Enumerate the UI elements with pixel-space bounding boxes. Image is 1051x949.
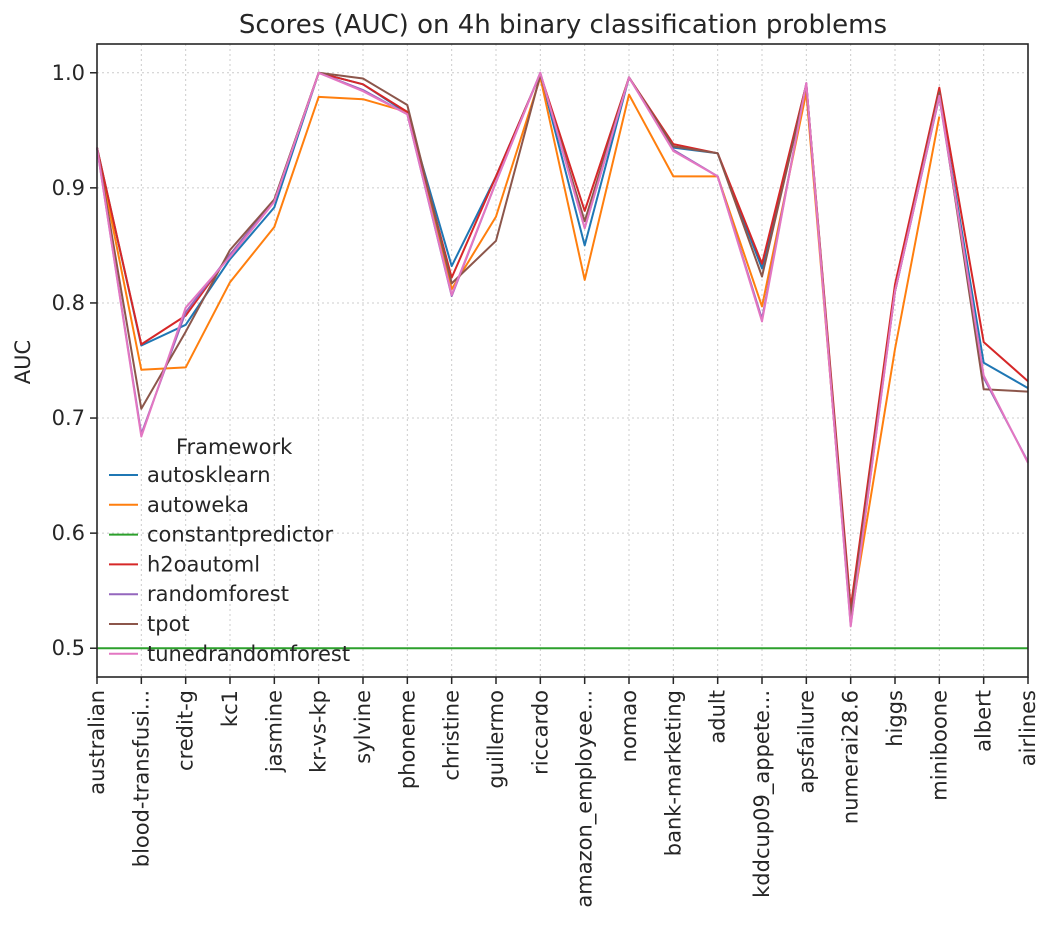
- x-tick-label: bank-marketing: [661, 690, 685, 856]
- legend-item-autoweka: autoweka: [109, 493, 249, 517]
- x-tick-label: apsfailure: [794, 690, 818, 793]
- series-lines: [96, 71, 1029, 650]
- axis-ticks: australian blood-transfusi... credit-g kc1 j…: [52, 61, 1040, 908]
- x-tick-label: albert: [972, 690, 996, 752]
- legend-item-h2oautoml: h2oautoml: [109, 552, 260, 576]
- legend-items: autosklearn autoweka constantpredictor h2oa…: [109, 463, 350, 666]
- x-tick-label: credit-g: [174, 690, 198, 771]
- series-line-tunedrandomforest: [96, 71, 1029, 628]
- legend-label: randomforest: [147, 582, 289, 606]
- y-tick-label: 0.6: [52, 521, 85, 545]
- x-tick-label: sylvine: [351, 690, 375, 764]
- x-tick-label: jasmine: [262, 690, 286, 773]
- x-tick-label: adult: [706, 690, 730, 744]
- x-tick-label: nomao: [617, 690, 641, 762]
- y-tick-label: 0.9: [52, 176, 85, 200]
- y-tick-label: 1.0: [52, 61, 85, 85]
- x-tick-label: kddcup09_appete...: [750, 690, 775, 898]
- x-tick-label: miniboone: [927, 690, 951, 801]
- legend-item-tpot: tpot: [109, 612, 190, 636]
- x-tick-label: christine: [440, 690, 464, 781]
- y-tick-label: 0.8: [52, 291, 85, 315]
- x-tick-label: numerai28.6: [839, 690, 863, 824]
- legend-label: tpot: [147, 612, 190, 636]
- legend-title: Framework: [176, 435, 293, 459]
- x-tick-label: australian: [85, 690, 109, 795]
- legend-label: autosklearn: [147, 463, 271, 487]
- legend-label: tunedrandomforest: [147, 642, 350, 666]
- x-tick-label: guillermo: [484, 690, 508, 789]
- x-tick-label: airlines: [1016, 690, 1040, 766]
- plot-frame: [96, 43, 1029, 678]
- legend: Framework autosklearn autoweka constantpre…: [109, 435, 350, 666]
- legend-label: autoweka: [147, 493, 249, 517]
- x-tick-label: blood-transfusi...: [129, 690, 153, 867]
- x-tick-label: amazon_employee...: [573, 690, 598, 908]
- y-axis-label: AUC: [11, 340, 35, 384]
- x-tick-label: kc1: [218, 690, 242, 727]
- y-tick-label: 0.5: [52, 636, 85, 660]
- y-tick-label: 0.7: [52, 406, 85, 430]
- x-tick-label: phoneme: [395, 690, 419, 789]
- legend-label: constantpredictor: [147, 523, 334, 547]
- legend-item-constantpredictor: constantpredictor: [109, 523, 334, 547]
- legend-item-tunedrandomforest: tunedrandomforest: [109, 642, 350, 666]
- chart-title: Scores (AUC) on 4h binary classification…: [239, 10, 887, 40]
- x-tick-label: kr-vs-kp: [307, 690, 331, 773]
- legend-label: h2oautoml: [147, 552, 260, 576]
- x-tick-label: higgs: [883, 690, 907, 747]
- legend-item-randomforest: randomforest: [109, 582, 289, 606]
- x-tick-label: riccardo: [528, 690, 552, 775]
- legend-item-autosklearn: autosklearn: [109, 463, 271, 487]
